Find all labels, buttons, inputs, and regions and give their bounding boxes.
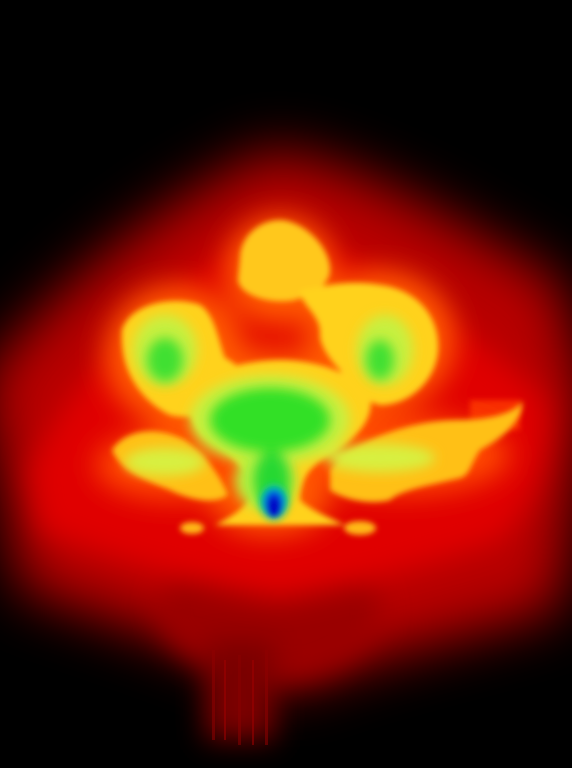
blue-core <box>256 480 292 524</box>
bottom-streaks <box>212 650 268 745</box>
green-zone <box>147 338 394 508</box>
